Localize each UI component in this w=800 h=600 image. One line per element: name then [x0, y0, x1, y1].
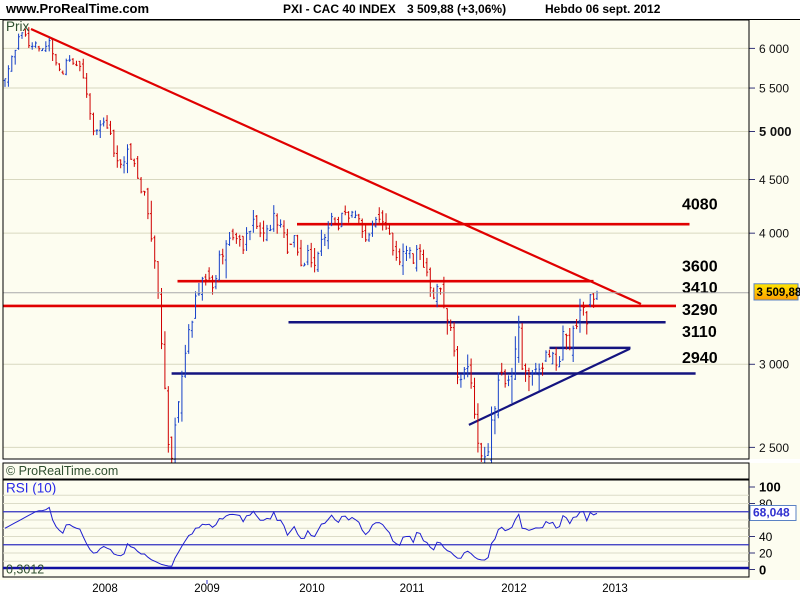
svg-text:© ProRealTime.com: © ProRealTime.com: [6, 464, 118, 478]
svg-text:3290: 3290: [682, 302, 718, 319]
svg-text:3410: 3410: [682, 280, 718, 297]
svg-text:0: 0: [759, 563, 766, 578]
svg-text:68,048: 68,048: [753, 506, 790, 520]
svg-text:3110: 3110: [682, 324, 717, 341]
svg-text:40: 40: [759, 530, 773, 544]
svg-text:2008: 2008: [92, 583, 118, 595]
svg-text:4 000: 4 000: [759, 227, 789, 241]
svg-text:www.ProRealTime.com: www.ProRealTime.com: [5, 1, 149, 16]
svg-text:PXI - CAC 40 INDEX: PXI - CAC 40 INDEX: [283, 2, 396, 16]
svg-text:2012: 2012: [501, 583, 527, 595]
svg-text:2010: 2010: [299, 583, 325, 595]
svg-text:2940: 2940: [682, 350, 718, 367]
svg-text:2009: 2009: [194, 583, 220, 595]
svg-text:100: 100: [759, 480, 781, 495]
svg-text:20: 20: [759, 547, 773, 561]
svg-text:5 500: 5 500: [759, 81, 789, 95]
svg-text:5 000: 5 000: [759, 124, 792, 139]
svg-text:4080: 4080: [682, 197, 718, 214]
svg-text:Hebdo 06 sept. 2012: Hebdo 06 sept. 2012: [545, 2, 661, 16]
svg-text:6 000: 6 000: [759, 42, 789, 56]
svg-text:2013: 2013: [602, 583, 628, 595]
svg-text:3600: 3600: [682, 259, 718, 276]
svg-text:3 000: 3 000: [759, 358, 789, 372]
svg-text:3 509,88: 3 509,88: [757, 287, 800, 299]
svg-text:0,3012: 0,3012: [6, 563, 44, 577]
svg-text:Prix: Prix: [6, 19, 29, 34]
svg-text:2011: 2011: [400, 583, 425, 595]
svg-text:3 509,88 (+3,06%): 3 509,88 (+3,06%): [407, 2, 506, 16]
svg-text:RSI (10): RSI (10): [6, 481, 56, 496]
svg-text:2 500: 2 500: [759, 441, 789, 455]
svg-text:4 500: 4 500: [759, 173, 789, 187]
